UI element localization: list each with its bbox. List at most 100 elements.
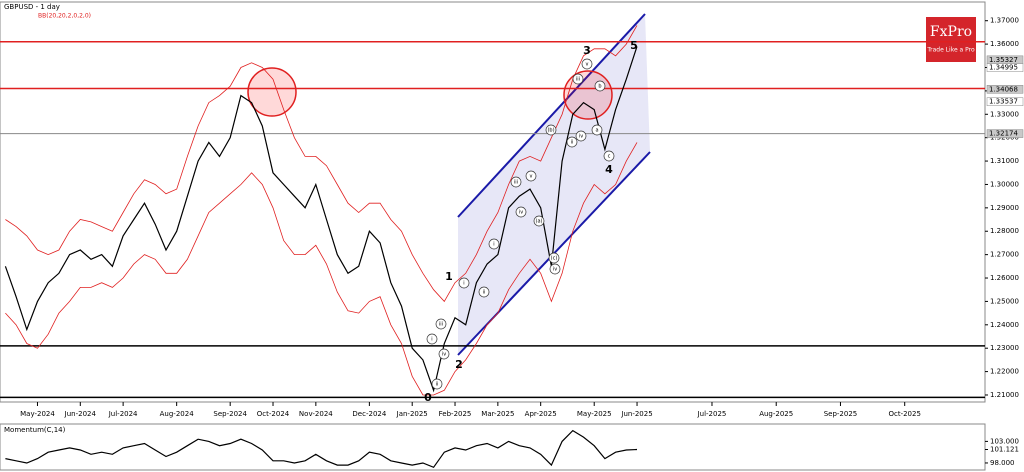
y-tick-label: 1.28000 <box>990 227 1019 235</box>
y-tick-label: 1.30000 <box>990 180 1019 188</box>
series-line <box>4 46 638 393</box>
y-tick-label: 1.26000 <box>990 274 1019 282</box>
wave-sublabel: iv <box>519 210 523 216</box>
x-tick-label: Jun-2025 <box>620 410 652 418</box>
price-tag <box>986 63 1024 72</box>
price-tag <box>986 129 1024 138</box>
channel-upper <box>457 13 646 218</box>
wave-circle <box>438 348 450 360</box>
x-tick-label: Jun-2024 <box>64 410 97 418</box>
momentum-frame <box>0 423 986 471</box>
wave-circle <box>458 277 470 289</box>
price-tag-label: 1.33537 <box>989 98 1018 106</box>
x-tick-label: Dec-2024 <box>352 410 386 418</box>
highlight-circle <box>247 67 297 117</box>
x-tick-label: Feb-2025 <box>439 410 472 418</box>
wave-sublabel: c <box>608 154 611 160</box>
y-tick-label: 1.29000 <box>990 204 1019 212</box>
price-tag-label: 1.35327 <box>989 56 1018 64</box>
momentum-title: Momentum(C,14) <box>4 426 66 434</box>
wave-circle <box>548 252 560 264</box>
x-tick-label: Sep-2024 <box>213 410 247 418</box>
x-tick-label: Oct-2024 <box>257 410 290 418</box>
x-tick-label: Jul-2025 <box>697 410 727 418</box>
indicator-label: BB(20,20,2,0,2,0) <box>38 13 91 20</box>
x-tick-label: Oct-2025 <box>888 410 920 418</box>
wave-sublabel: (c) <box>551 256 558 262</box>
wave-circle <box>426 333 438 345</box>
y-tick-label: 103.000 <box>990 437 1019 445</box>
x-tick-label: Aug-2025 <box>759 410 793 418</box>
wave-sublabel: b <box>598 84 601 90</box>
y-tick-label: 1.25000 <box>990 297 1019 305</box>
wave-sublabel: iii <box>576 77 580 83</box>
wave-sublabel: i <box>493 242 494 248</box>
y-tick-label: 1.31000 <box>990 157 1019 165</box>
logo-name: FxPro <box>930 24 972 40</box>
wave-sublabel: iii <box>439 322 443 328</box>
wave-circle <box>566 136 578 148</box>
y-tick-label: 1.33000 <box>990 110 1019 118</box>
y-tick-label: 1.36000 <box>990 40 1019 48</box>
series-line <box>5 429 638 469</box>
y-tick-label: 1.24000 <box>990 321 1019 329</box>
wave-circle <box>515 206 527 218</box>
highlight-circle <box>563 70 613 120</box>
wave-circle <box>431 378 443 390</box>
x-tick-label: Jan-2025 <box>396 410 428 418</box>
y-tick-label: 98.000 <box>990 459 1015 467</box>
wave-sublabel: ii <box>483 290 486 296</box>
y-tick-label: 101.121 <box>990 445 1019 453</box>
logo-box <box>926 17 976 62</box>
wave-circle <box>510 176 522 188</box>
wave-circle <box>591 124 603 136</box>
x-tick-label: Aug-2024 <box>160 410 195 418</box>
series-line <box>5 142 638 396</box>
wave-label: 2 <box>455 358 463 371</box>
wave-circle <box>575 130 587 142</box>
wave-sublabel: iii <box>514 180 518 186</box>
wave-label: 3 <box>583 44 591 57</box>
wave-label: 0 <box>424 391 432 404</box>
channel-fill <box>458 14 650 355</box>
x-tick-label: May-2024 <box>20 410 55 418</box>
wave-circle <box>549 263 561 275</box>
wave-sublabel: ii <box>436 382 439 388</box>
y-tick-label: 1.22000 <box>990 368 1019 376</box>
x-tick-label: May-2025 <box>577 410 612 418</box>
series-line <box>5 25 638 303</box>
wave-circle <box>603 150 615 162</box>
price-tag-label: 1.34068 <box>989 85 1018 93</box>
wave-sublabel: (b) <box>547 128 554 134</box>
x-tick-label: Sep-2025 <box>824 410 858 418</box>
price-tag <box>986 97 1024 106</box>
x-tick-label: Apr-2025 <box>525 410 557 418</box>
y-tick-label: 1.23000 <box>990 344 1019 352</box>
wave-sublabel: i <box>431 337 432 343</box>
wave-label: 4 <box>605 163 613 176</box>
price-tag-label: 1.32174 <box>989 130 1018 138</box>
wave-sublabel: ii <box>571 140 574 146</box>
wave-circle <box>533 215 545 227</box>
x-tick-label: Nov-2024 <box>299 410 333 418</box>
wave-sublabel: v <box>530 174 533 180</box>
plot-frame <box>0 1 986 403</box>
x-tick-label: Mar-2025 <box>481 410 514 418</box>
wave-circle <box>594 80 606 92</box>
wave-sublabel: i <box>463 281 464 287</box>
wave-sublabel: v <box>586 62 589 68</box>
wave-sublabel: a <box>595 128 598 134</box>
wave-circle <box>545 124 557 136</box>
x-tick-label: Jul-2024 <box>108 410 138 418</box>
wave-sublabel: iv <box>579 134 583 140</box>
wave-sublabel: iv <box>442 352 446 358</box>
wave-circle <box>488 238 500 250</box>
wave-circle <box>435 318 447 330</box>
wave-sublabel: (a) <box>536 219 543 225</box>
y-tick-label: 1.27000 <box>990 251 1019 259</box>
wave-circle <box>572 73 584 85</box>
wave-circle <box>478 286 490 298</box>
